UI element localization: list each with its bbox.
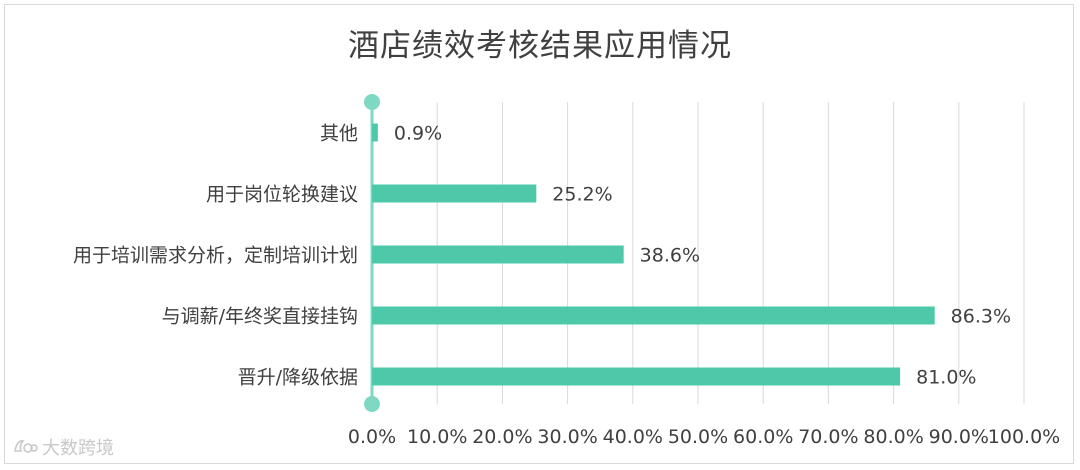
x-tick-label: 80.0% bbox=[863, 426, 923, 448]
x-tick-label: 10.0% bbox=[407, 426, 467, 448]
data-label: 81.0% bbox=[916, 367, 976, 389]
axis-cap-top bbox=[364, 94, 380, 110]
x-tick-label: 60.0% bbox=[733, 426, 793, 448]
x-tick-label: 0.0% bbox=[348, 426, 396, 448]
bar bbox=[372, 184, 537, 203]
category-label: 用于培训需求分析，定制培训计划 bbox=[73, 245, 358, 267]
x-tick-label: 100.0% bbox=[988, 426, 1060, 448]
data-label: 0.9% bbox=[394, 123, 442, 145]
watermark-text: 大数跨境 bbox=[42, 438, 114, 459]
bar bbox=[372, 306, 935, 325]
data-label: 25.2% bbox=[552, 184, 612, 206]
logo-icon bbox=[14, 440, 38, 453]
x-tick-label: 70.0% bbox=[798, 426, 858, 448]
x-tick-label: 40.0% bbox=[603, 426, 663, 448]
x-tick-label: 20.0% bbox=[472, 426, 532, 448]
bar bbox=[372, 245, 624, 264]
category-label: 其他 bbox=[320, 123, 358, 145]
chart-frame bbox=[4, 4, 1074, 464]
bar bbox=[372, 367, 901, 386]
x-tick-label: 30.0% bbox=[537, 426, 597, 448]
bar bbox=[372, 123, 378, 142]
x-tick-label: 50.0% bbox=[668, 426, 728, 448]
chart-title: 酒店绩效考核结果应用情况 bbox=[348, 28, 732, 64]
axis-cap-bottom bbox=[364, 396, 380, 412]
category-label: 与调薪/年终奖直接挂钩 bbox=[162, 306, 358, 328]
watermark: 大数跨境 bbox=[12, 434, 114, 460]
x-tick-label: 90.0% bbox=[929, 426, 989, 448]
category-label: 晋升/降级依据 bbox=[238, 367, 358, 389]
data-label: 86.3% bbox=[951, 306, 1011, 328]
category-label: 用于岗位轮换建议 bbox=[206, 184, 358, 206]
data-label: 38.6% bbox=[640, 245, 700, 267]
